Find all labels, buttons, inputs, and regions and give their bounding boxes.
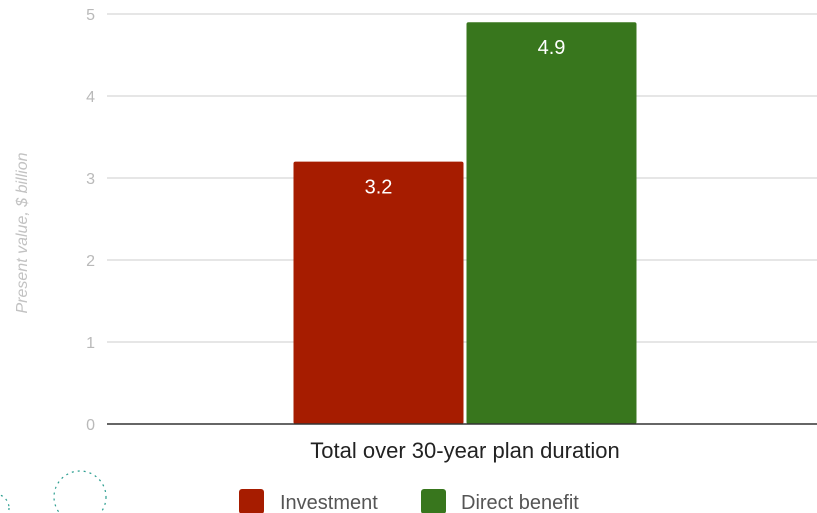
legend-label: Direct benefit xyxy=(461,492,579,513)
legend: Investment Direct benefit xyxy=(239,489,579,513)
y-tick-label: 1 xyxy=(86,335,95,352)
y-tick-label: 2 xyxy=(86,253,95,270)
legend-label: Investment xyxy=(280,492,378,513)
x-category-label: Total over 30-year plan duration xyxy=(310,438,619,463)
decorative-dotted-circle-small xyxy=(0,494,10,513)
y-tick-label: 4 xyxy=(86,89,95,106)
bars xyxy=(293,22,637,424)
y-axis-label: Present value, $ billion xyxy=(14,152,31,313)
bar-investment xyxy=(293,161,464,424)
legend-swatch xyxy=(239,489,264,513)
data-label: 3.2 xyxy=(365,177,393,199)
bar-direct-benefit xyxy=(466,22,637,424)
data-labels: 3.2 4.9 xyxy=(365,37,566,198)
legend-swatch xyxy=(421,489,446,513)
data-label: 4.9 xyxy=(538,37,566,59)
decorative-dotted-circle xyxy=(53,470,107,513)
y-axis-ticks: 0 1 2 3 4 5 xyxy=(86,7,95,434)
y-tick-label: 3 xyxy=(86,171,95,188)
y-tick-label: 0 xyxy=(86,417,95,434)
y-tick-label: 5 xyxy=(86,7,95,24)
